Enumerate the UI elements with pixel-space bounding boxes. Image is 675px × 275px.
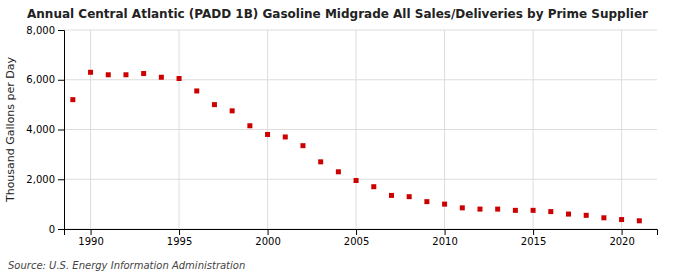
x-tick: 2005 (344, 229, 369, 247)
x-tick-mark (445, 229, 446, 235)
chart-container: 1990 1995 2000 2005 2010 2015 2020 0 2,000 4,000 6… (0, 0, 675, 275)
x-tick-mark (356, 229, 357, 235)
point (194, 88, 199, 93)
x-grid-line (267, 30, 268, 229)
point (106, 72, 111, 77)
point (566, 212, 571, 217)
y-tick-label: 0 (49, 224, 55, 235)
point (230, 108, 235, 113)
point (283, 134, 288, 139)
point (371, 184, 376, 189)
y-axis-label: Thousand Gallons per Day (4, 56, 17, 203)
chart-svg: 1990 1995 2000 2005 2010 2015 2020 0 2,000 4,000 6… (0, 0, 675, 275)
y-tick: 8,000 (26, 25, 64, 36)
point (70, 97, 75, 102)
x-tick-label: 2010 (432, 236, 457, 247)
point (495, 207, 500, 212)
x-tick-label: 1995 (167, 236, 192, 247)
y-grid-line (64, 179, 657, 180)
x-tick-mark (179, 229, 180, 235)
y-tick: 4,000 (26, 124, 64, 135)
source-note: Source: U.S. Energy Information Administ… (8, 260, 245, 271)
point (584, 213, 589, 218)
x-tick-mark (622, 229, 623, 235)
y-tick-label: 4,000 (26, 124, 55, 135)
x-tick-label: 2015 (521, 236, 546, 247)
y-tick-label: 6,000 (26, 74, 55, 85)
plot-area: 1990 1995 2000 2005 2010 2015 2020 0 2,000 4,000 6… (26, 25, 657, 247)
x-tick: 2000 (255, 229, 280, 247)
point (513, 208, 518, 213)
x-tick-mark (533, 229, 534, 235)
point (123, 72, 128, 77)
point (407, 194, 412, 199)
point (212, 102, 217, 107)
title: Annual Central Atlantic (PADD 1B) Gasoli… (27, 7, 648, 21)
y-tick-mark (58, 80, 64, 81)
x-grid-line (179, 30, 180, 229)
y-tick-mark (58, 130, 64, 131)
y-tick-mark (58, 179, 64, 180)
x-tick-label: 2000 (255, 236, 280, 247)
point (619, 217, 624, 222)
x-tick: 1995 (167, 229, 192, 247)
point (141, 71, 146, 76)
x-tick-label: 2020 (609, 236, 634, 247)
marks (70, 70, 641, 224)
point (354, 178, 359, 183)
y-grid-line (64, 79, 657, 80)
x-tick: 1990 (78, 229, 103, 247)
point (336, 169, 341, 174)
y-axis: 0 2,000 4,000 6,000 8,000 (26, 25, 64, 235)
point (460, 205, 465, 210)
x-grid-line (356, 30, 357, 229)
point (159, 75, 164, 80)
point (265, 132, 270, 137)
y-grid-line (64, 30, 657, 31)
y-tick-label: 8,000 (26, 25, 55, 36)
point (177, 76, 182, 81)
x-tick-mark (268, 229, 269, 235)
y-tick: 0 (49, 224, 64, 235)
y-tick-mark (58, 30, 64, 31)
x-grid-line (90, 30, 91, 229)
x-tick: 2010 (432, 229, 457, 247)
y-tick: 2,000 (26, 174, 64, 185)
grid (64, 30, 657, 229)
x-tick-mark (91, 229, 92, 235)
y-tick-mark (58, 229, 64, 230)
y-axis-line (58, 31, 65, 230)
point (637, 218, 642, 223)
x-tick: 2015 (521, 229, 546, 247)
x-grid-line (533, 30, 534, 229)
x-axis: 1990 1995 2000 2005 2010 2015 2020 (65, 229, 658, 247)
y-grid-line (64, 129, 657, 130)
point (88, 70, 93, 75)
x-tick-label: 2005 (344, 236, 369, 247)
point (477, 207, 482, 212)
x-grid-line (444, 30, 445, 229)
x-grid-line (621, 30, 622, 229)
point (442, 202, 447, 207)
y-tick: 6,000 (26, 74, 64, 85)
point (531, 208, 536, 213)
y-tick-label: 2,000 (26, 174, 55, 185)
point (548, 209, 553, 214)
point (601, 215, 606, 220)
x-axis-line (65, 230, 658, 236)
point (424, 199, 429, 204)
point (300, 143, 305, 148)
point (247, 123, 252, 128)
point (389, 193, 394, 198)
point (318, 159, 323, 164)
x-tick: 2020 (609, 229, 634, 247)
x-tick-label: 1990 (78, 236, 103, 247)
